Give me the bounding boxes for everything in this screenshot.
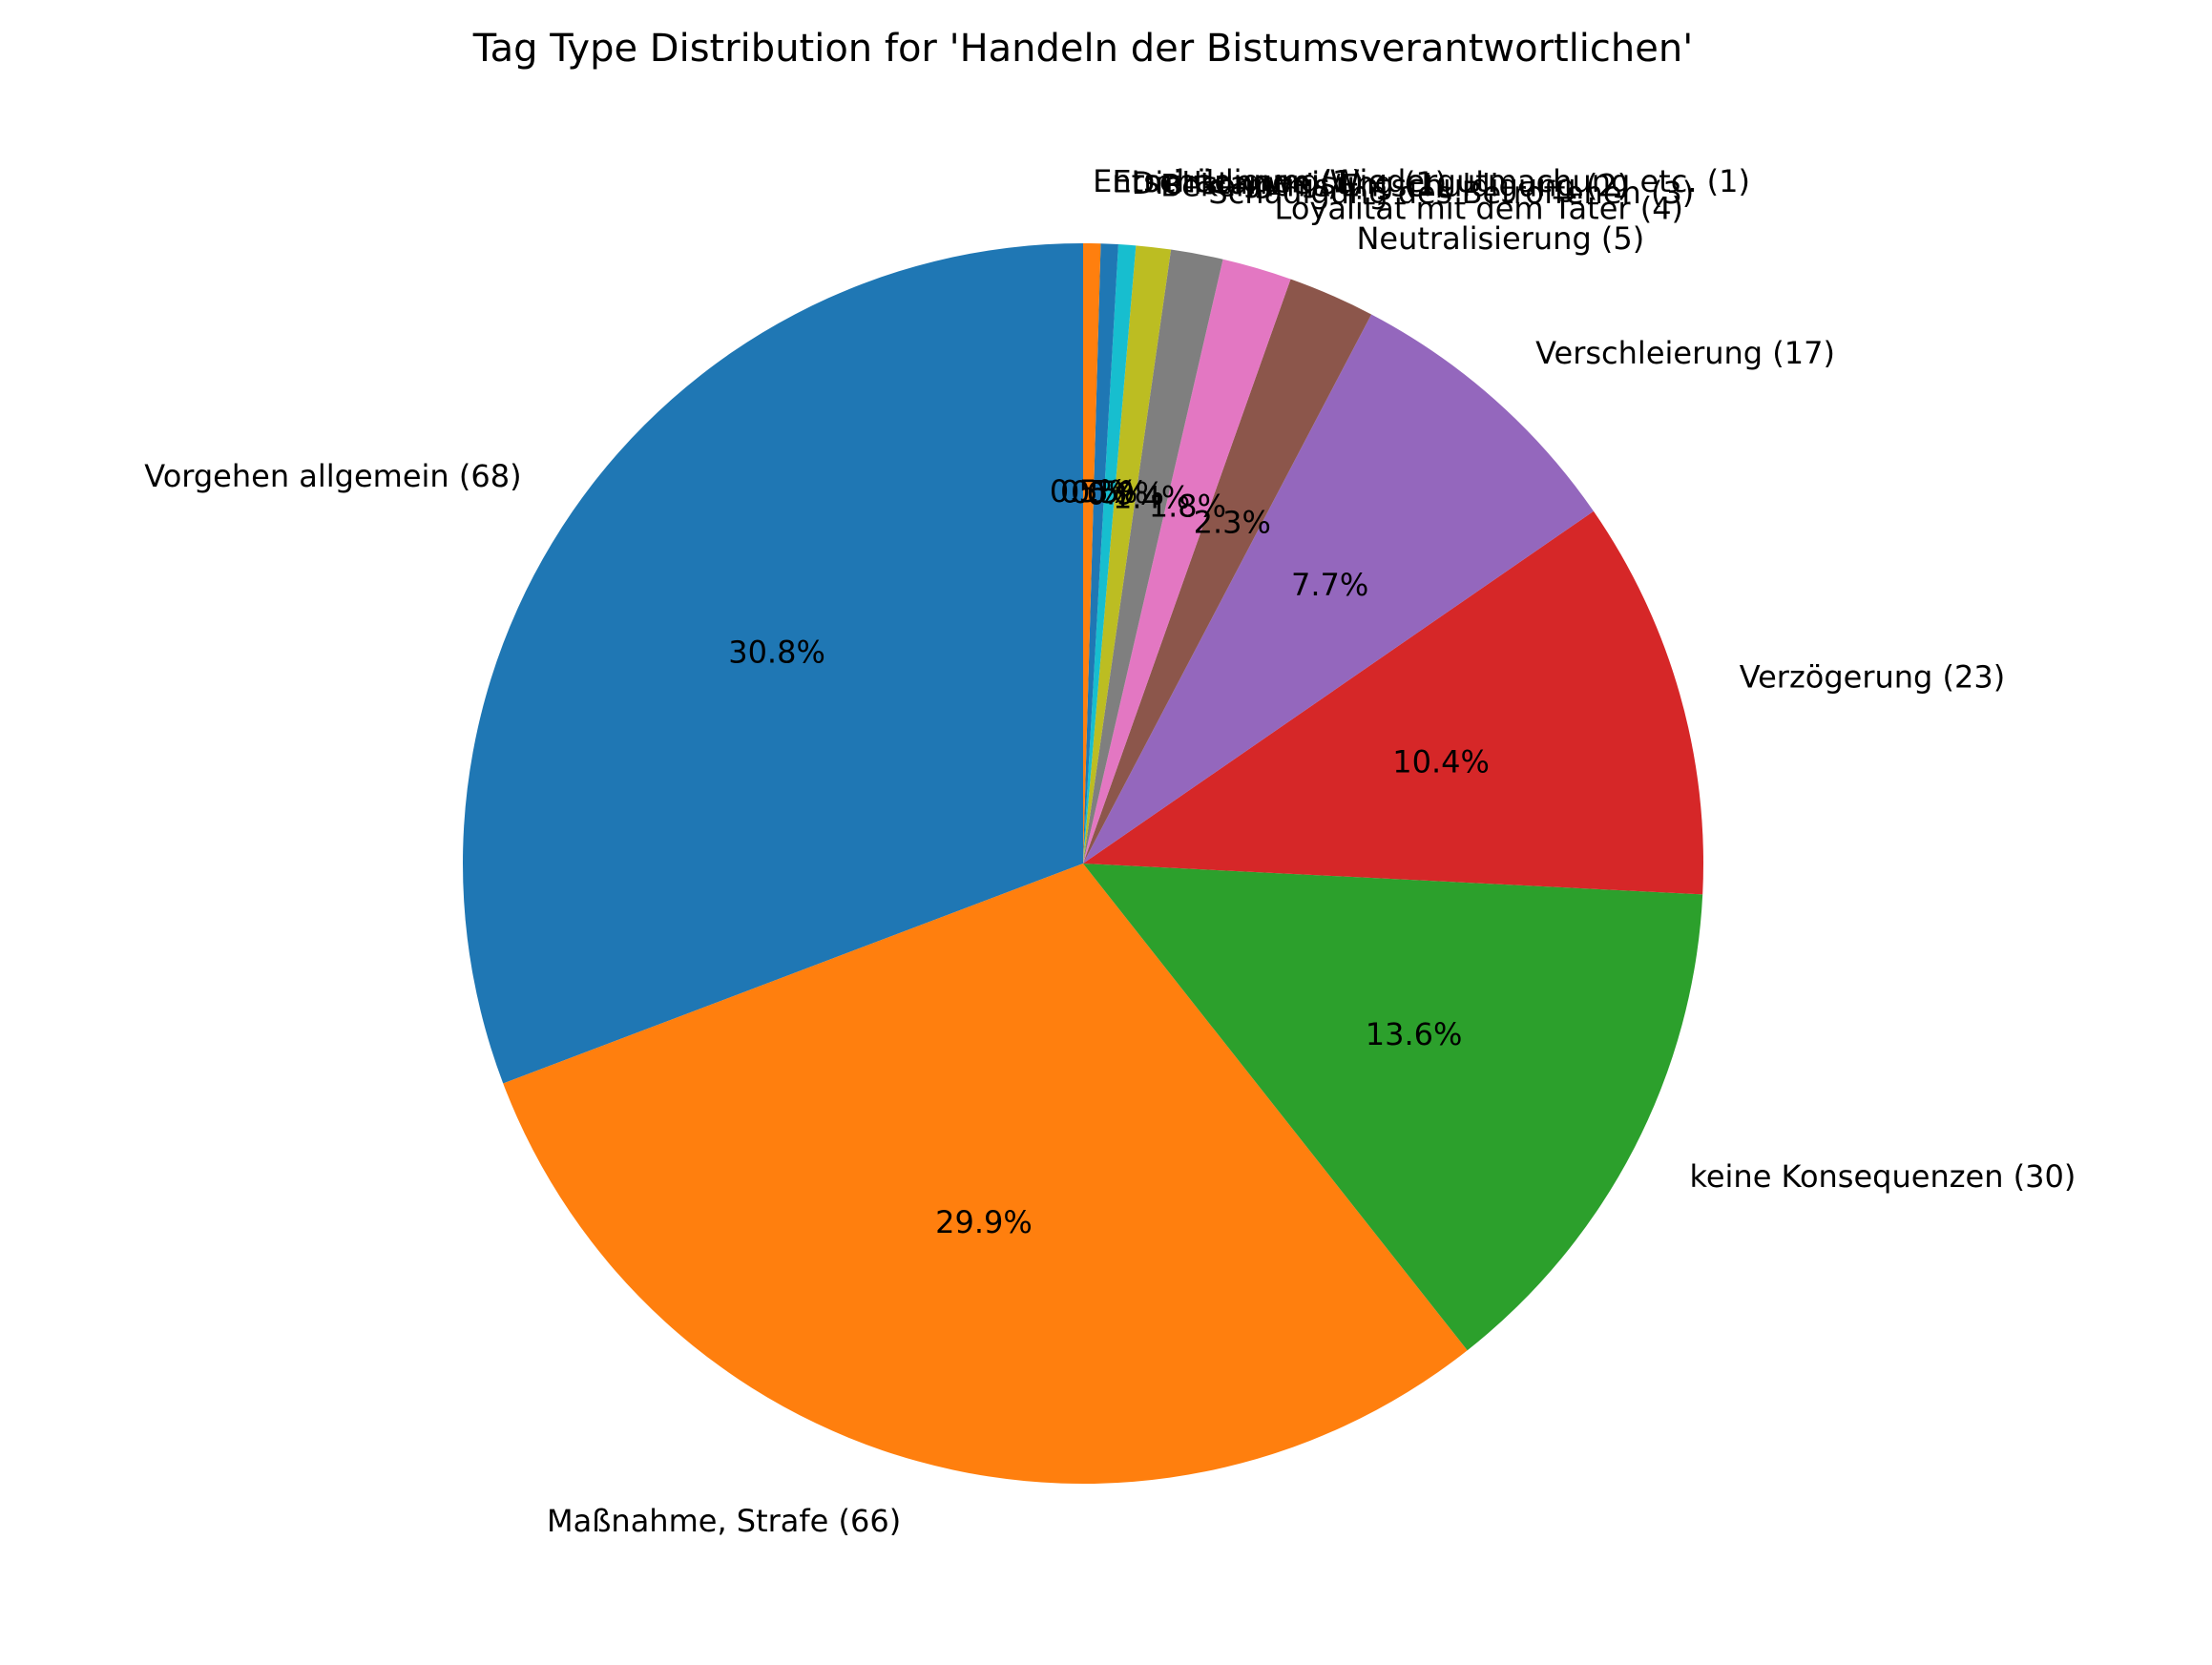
slice-percent-label: 2.3% xyxy=(1194,505,1271,541)
pie-slice xyxy=(1083,510,1704,895)
pie-slice xyxy=(1083,243,1101,864)
pie-slice xyxy=(1083,259,1291,864)
slice-category-label: Maßnahme, Strafe (66) xyxy=(547,1503,901,1539)
pie-slice xyxy=(1083,249,1223,864)
percent-labels: 30.8% 29.9% 13.6% 10.4% 7.7% 2.3%1.8%1.4%0.9%… xyxy=(728,473,1490,1240)
slice-category-label: Vorgehen allgemein (68) xyxy=(144,458,521,494)
slice-category-label: Ermittlungen (1) xyxy=(1112,164,1363,200)
slice-percent-label: 29.9% xyxy=(935,1204,1033,1240)
slice-percent-label: 0.5% xyxy=(1060,473,1137,510)
slice-labels: Vorgehen allgemein (68) Maßnahme, Strafe … xyxy=(144,163,2076,1539)
slice-category-label: keine Konsequenzen (30) xyxy=(1689,1158,2076,1195)
pie-slices xyxy=(462,243,1704,1484)
slice-percent-label: 13.6% xyxy=(1366,1016,1463,1052)
slice-category-label: Entschädigung/Wiedergutmachung etc. (1) xyxy=(1093,163,1750,199)
slice-percent-label: 1.4% xyxy=(1113,480,1190,516)
slice-category-label: Neutralisierung (5) xyxy=(1356,220,1644,257)
slice-percent-label: 0.5% xyxy=(1050,473,1127,510)
slice-category-label: Loyalität mit dem Täter (4) xyxy=(1275,191,1683,227)
pie-slice xyxy=(462,243,1084,1084)
slice-percent-label: 0.5% xyxy=(1071,474,1148,510)
pie-slice xyxy=(1083,864,1703,1351)
slice-percent-label: 10.4% xyxy=(1392,743,1490,780)
slice-category-label: Schädigung des Betroffenen (3) xyxy=(1208,175,1694,211)
pie-slice xyxy=(1083,245,1172,864)
pie-slice xyxy=(1083,243,1118,864)
slice-percent-label: 30.8% xyxy=(728,634,825,670)
chart-title: Tag Type Distribution for 'Handeln der B… xyxy=(472,27,1693,71)
slice-percent-label: 1.8% xyxy=(1149,489,1226,525)
pie-slice xyxy=(1083,279,1372,864)
pie-slice xyxy=(1083,244,1137,864)
slice-category-label: Bekenntnis/Entschuldigung (2) xyxy=(1160,168,1629,204)
slice-category-label: Verschleierung (17) xyxy=(1535,335,1835,371)
slice-category-label: Verzögerung (23) xyxy=(1740,658,2006,695)
pie-slice xyxy=(1083,314,1594,864)
slice-percent-label: 7.7% xyxy=(1291,567,1368,603)
pie-slice xyxy=(503,864,1468,1484)
slice-percent-label: 0.9% xyxy=(1087,476,1164,512)
slice-category-label: Dienstanweisung (1) xyxy=(1132,165,1447,201)
